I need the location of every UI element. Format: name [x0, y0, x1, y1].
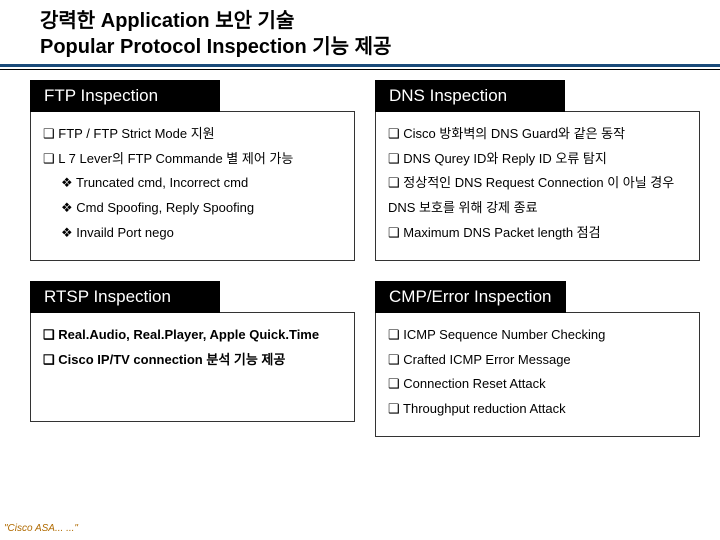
dns-item: Maximum DNS Packet length 점검 — [384, 221, 691, 246]
dns-body: Cisco 방화벽의 DNS Guard와 같은 동작 DNS Qurey ID… — [375, 111, 700, 261]
icmp-item: Crafted ICMP Error Message — [384, 348, 691, 373]
dns-item: 정상적인 DNS Request Connection 이 아닐 경우 DNS … — [384, 171, 691, 220]
rtsp-heading: RTSP Inspection — [30, 281, 220, 313]
dns-heading: DNS Inspection — [375, 80, 565, 112]
rtsp-item: Cisco IP/TV connection 분석 기능 제공 — [39, 348, 346, 373]
ftp-item: Invaild Port nego — [39, 221, 346, 246]
ftp-item: Truncated cmd, Incorrect cmd — [39, 171, 346, 196]
title-line-1: 강력한 Application 보안 기술 — [40, 8, 680, 34]
ftp-panel: FTP Inspection FTP / FTP Strict Mode 지원 … — [30, 80, 355, 261]
icmp-body: ICMP Sequence Number Checking Crafted IC… — [375, 312, 700, 437]
ftp-item: Cmd Spoofing, Reply Spoofing — [39, 196, 346, 221]
ftp-heading: FTP Inspection — [30, 80, 220, 112]
icmp-item: ICMP Sequence Number Checking — [384, 323, 691, 348]
footer-mark: "Cisco ASA... ..." — [4, 523, 78, 534]
dns-item: Cisco 방화벽의 DNS Guard와 같은 동작 — [384, 122, 691, 147]
rtsp-item: Real.Audio, Real.Player, Apple Quick.Tim… — [39, 323, 346, 348]
rtsp-panel: RTSP Inspection Real.Audio, Real.Player,… — [30, 281, 355, 437]
dns-item: DNS Qurey ID와 Reply ID 오류 탐지 — [384, 147, 691, 172]
ftp-body: FTP / FTP Strict Mode 지원 L 7 Lever의 FTP … — [30, 111, 355, 261]
top-row: FTP Inspection FTP / FTP Strict Mode 지원 … — [30, 80, 700, 261]
slide-title-block: 강력한 Application 보안 기술 Popular Protocol I… — [0, 0, 720, 67]
icmp-heading: CMP/Error Inspection — [375, 281, 566, 313]
ftp-item: FTP / FTP Strict Mode 지원 — [39, 122, 346, 147]
dns-panel: DNS Inspection Cisco 방화벽의 DNS Guard와 같은 … — [375, 80, 700, 261]
icmp-item: Connection Reset Attack — [384, 372, 691, 397]
rtsp-body: Real.Audio, Real.Player, Apple Quick.Tim… — [30, 312, 355, 422]
title-line-2: Popular Protocol Inspection 기능 제공 — [40, 34, 680, 60]
content-area: FTP Inspection FTP / FTP Strict Mode 지원 … — [0, 70, 720, 437]
icmp-item: Throughput reduction Attack — [384, 397, 691, 422]
icmp-panel: CMP/Error Inspection ICMP Sequence Numbe… — [375, 281, 700, 437]
bottom-row: RTSP Inspection Real.Audio, Real.Player,… — [30, 281, 700, 437]
ftp-item: L 7 Lever의 FTP Commande 별 제어 가능 — [39, 147, 346, 172]
